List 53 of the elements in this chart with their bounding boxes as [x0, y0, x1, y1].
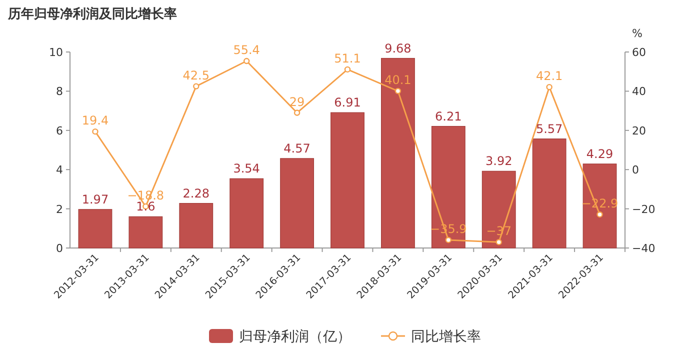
data-label: 3.54	[233, 162, 260, 176]
y2-tick-label: −40	[632, 242, 656, 255]
y-tick-label: 8	[56, 85, 63, 98]
y2-tick-label: 60	[632, 46, 646, 59]
point	[496, 239, 502, 246]
bar	[532, 138, 566, 248]
data-label: 1.97	[82, 192, 109, 206]
data-label: 42.1	[536, 69, 563, 84]
data-label: 40.1	[384, 73, 412, 88]
data-label: 42.5	[182, 68, 210, 82]
point	[92, 128, 98, 135]
bar	[230, 178, 264, 248]
point	[445, 236, 452, 244]
bar	[128, 216, 163, 248]
point	[394, 88, 402, 94]
y2-tick-label: 40	[632, 85, 646, 98]
data-label: 3.92	[486, 154, 512, 168]
bar	[330, 112, 364, 248]
y-tick-label: 6	[56, 124, 63, 138]
legend-label: 归母净利润（亿）	[239, 329, 351, 345]
data-label: 55.4	[233, 43, 260, 58]
data-label: 4.29	[586, 146, 614, 161]
y2-axis-title: %	[632, 27, 642, 40]
data-label: 5.57	[536, 122, 563, 136]
data-label: 29	[289, 94, 305, 109]
data-label: 4.57	[284, 141, 310, 156]
y-tick-label: 4	[56, 164, 63, 177]
data-label: 51.1	[334, 51, 361, 66]
point	[243, 58, 250, 64]
chart-title: 历年归母净利润及同比增长率	[7, 6, 177, 22]
point	[596, 211, 603, 218]
data-label: 9.68	[384, 41, 412, 56]
y-tick-label: 10	[49, 46, 63, 59]
y-tick-label: 0	[56, 242, 63, 255]
bar	[381, 58, 415, 248]
bar	[431, 126, 466, 248]
data-label: 2.28	[182, 186, 210, 200]
point	[344, 66, 351, 73]
point	[546, 84, 552, 90]
data-label: 19.4	[82, 114, 109, 128]
legend-label: 同比增长率	[411, 329, 481, 345]
data-label: 6.91	[334, 96, 361, 110]
y2-tick-label: 20	[632, 124, 646, 138]
bar	[280, 158, 314, 248]
y2-tick-label: −20	[632, 202, 656, 216]
bar	[179, 203, 214, 248]
point	[294, 110, 300, 116]
point	[193, 83, 200, 90]
y-tick-label: 2	[56, 202, 63, 216]
data-label: 6.21	[435, 109, 462, 124]
y2-tick-label: 0	[632, 164, 639, 177]
bar	[482, 170, 516, 248]
bar	[78, 209, 112, 248]
